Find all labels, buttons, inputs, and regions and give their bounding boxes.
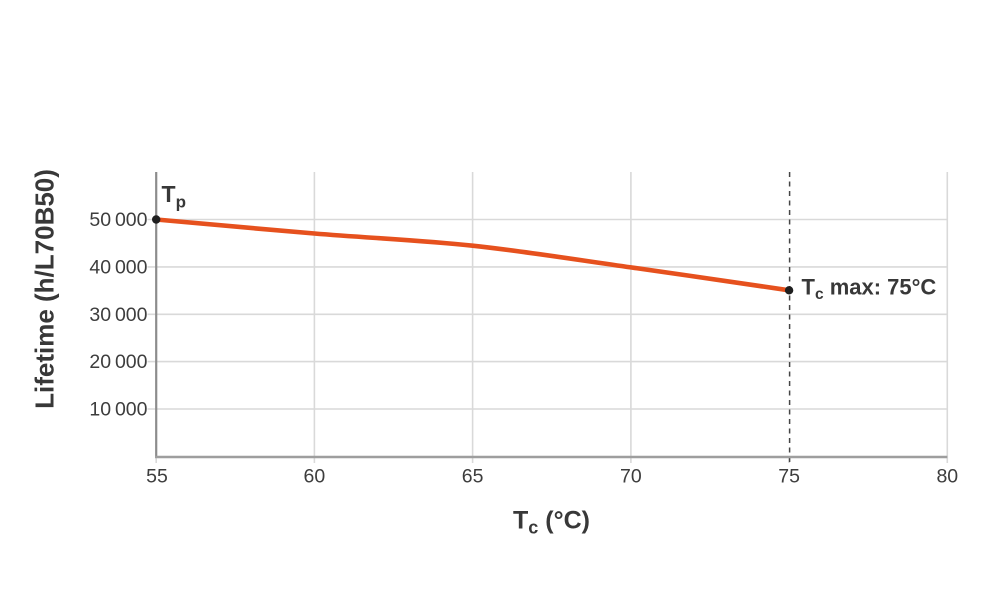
svg-text:50 000: 50 000 [89, 209, 147, 231]
svg-text:80: 80 [936, 466, 958, 488]
svg-text:30 000: 30 000 [89, 304, 147, 326]
svg-text:55: 55 [146, 466, 168, 488]
svg-text:70: 70 [620, 466, 642, 488]
svg-text:Tc max: 75°C: Tc max: 75°C [802, 275, 937, 304]
svg-text:20 000: 20 000 [89, 351, 147, 373]
svg-text:65: 65 [462, 466, 484, 488]
svg-text:10 000: 10 000 [89, 399, 147, 421]
svg-text:Tc (°C): Tc (°C) [513, 507, 590, 538]
svg-text:Lifetime (h/L70B50): Lifetime (h/L70B50) [30, 169, 60, 409]
svg-text:75: 75 [778, 466, 800, 488]
svg-text:60: 60 [304, 466, 326, 488]
svg-text:40 000: 40 000 [89, 256, 147, 278]
